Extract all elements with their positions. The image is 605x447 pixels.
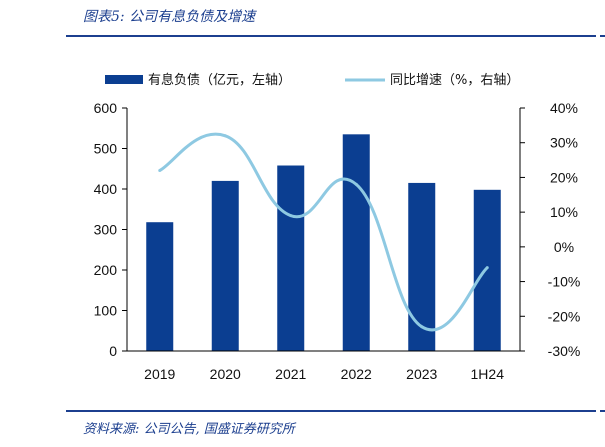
legend-label-line: 同比增速（%，右轴）: [390, 73, 519, 88]
growth-point-2019: [158, 168, 162, 172]
x-tick-label: 2021: [275, 366, 306, 382]
right-tick-label: 40%: [550, 100, 578, 116]
growth-point-2021: [289, 214, 293, 218]
bar-1H24: [473, 189, 501, 351]
growth-point-2023: [420, 325, 424, 329]
x-axis-ticks: 2019 2020 2021 2022 2023 1H24: [144, 366, 504, 382]
x-tick-label: 2022: [341, 366, 372, 382]
right-tick-label: -20%: [548, 308, 581, 324]
left-tick-label: 400: [94, 181, 118, 197]
left-tick-label: 600: [94, 100, 118, 116]
growth-point-2020: [223, 134, 227, 138]
footer-rule-stub: [600, 410, 605, 412]
growth-point-2022: [354, 182, 358, 186]
left-tick-label: 300: [94, 222, 118, 238]
axes: [126, 108, 521, 352]
x-tick-label: 1H24: [471, 366, 505, 382]
left-tick-label: 500: [94, 141, 118, 157]
line-series: [158, 132, 489, 332]
source-note: 资料来源: 公司公告, 国盛证券研究所: [83, 422, 295, 437]
right-tick-label: -10%: [548, 274, 581, 290]
legend: 有息负债（亿元，左轴） 同比增速（%，右轴）: [105, 72, 519, 88]
right-tick-label: 30%: [550, 135, 578, 151]
right-tick-label: 20%: [550, 169, 578, 185]
x-tick-label: 2020: [210, 366, 241, 382]
left-tick-label: 200: [94, 262, 118, 278]
bar-2019: [146, 222, 174, 351]
left-tick-label: 100: [94, 303, 118, 319]
x-tick-label: 2023: [406, 366, 437, 382]
left-axis-ticks: 0 100 200 300 400 500 600: [94, 100, 127, 359]
x-tick-label: 2019: [144, 366, 175, 382]
left-tick-label: 0: [109, 343, 117, 359]
legend-swatch-bar: [105, 75, 143, 84]
bar-2022: [342, 134, 370, 351]
footer-rule: [66, 410, 596, 412]
right-tick-label: 10%: [550, 204, 578, 220]
growth-line: [158, 132, 489, 332]
bar-2021: [277, 165, 305, 351]
bar-2020: [211, 180, 239, 351]
right-tick-label: -30%: [548, 343, 581, 359]
header-rule: [66, 35, 596, 37]
legend-label-bar: 有息负债（亿元，左轴）: [148, 72, 291, 88]
growth-point-1H24: [485, 266, 489, 270]
bar-2023: [408, 182, 436, 351]
header-rule-stub: [600, 35, 605, 37]
right-tick-label: 0%: [554, 239, 574, 255]
bar-series: [146, 134, 501, 351]
figure-title: 图表5: 公司有息负债及增速: [83, 9, 256, 25]
right-axis-ticks: -30% -20% -10% 0% 10% 20% 30% 40%: [520, 100, 580, 359]
